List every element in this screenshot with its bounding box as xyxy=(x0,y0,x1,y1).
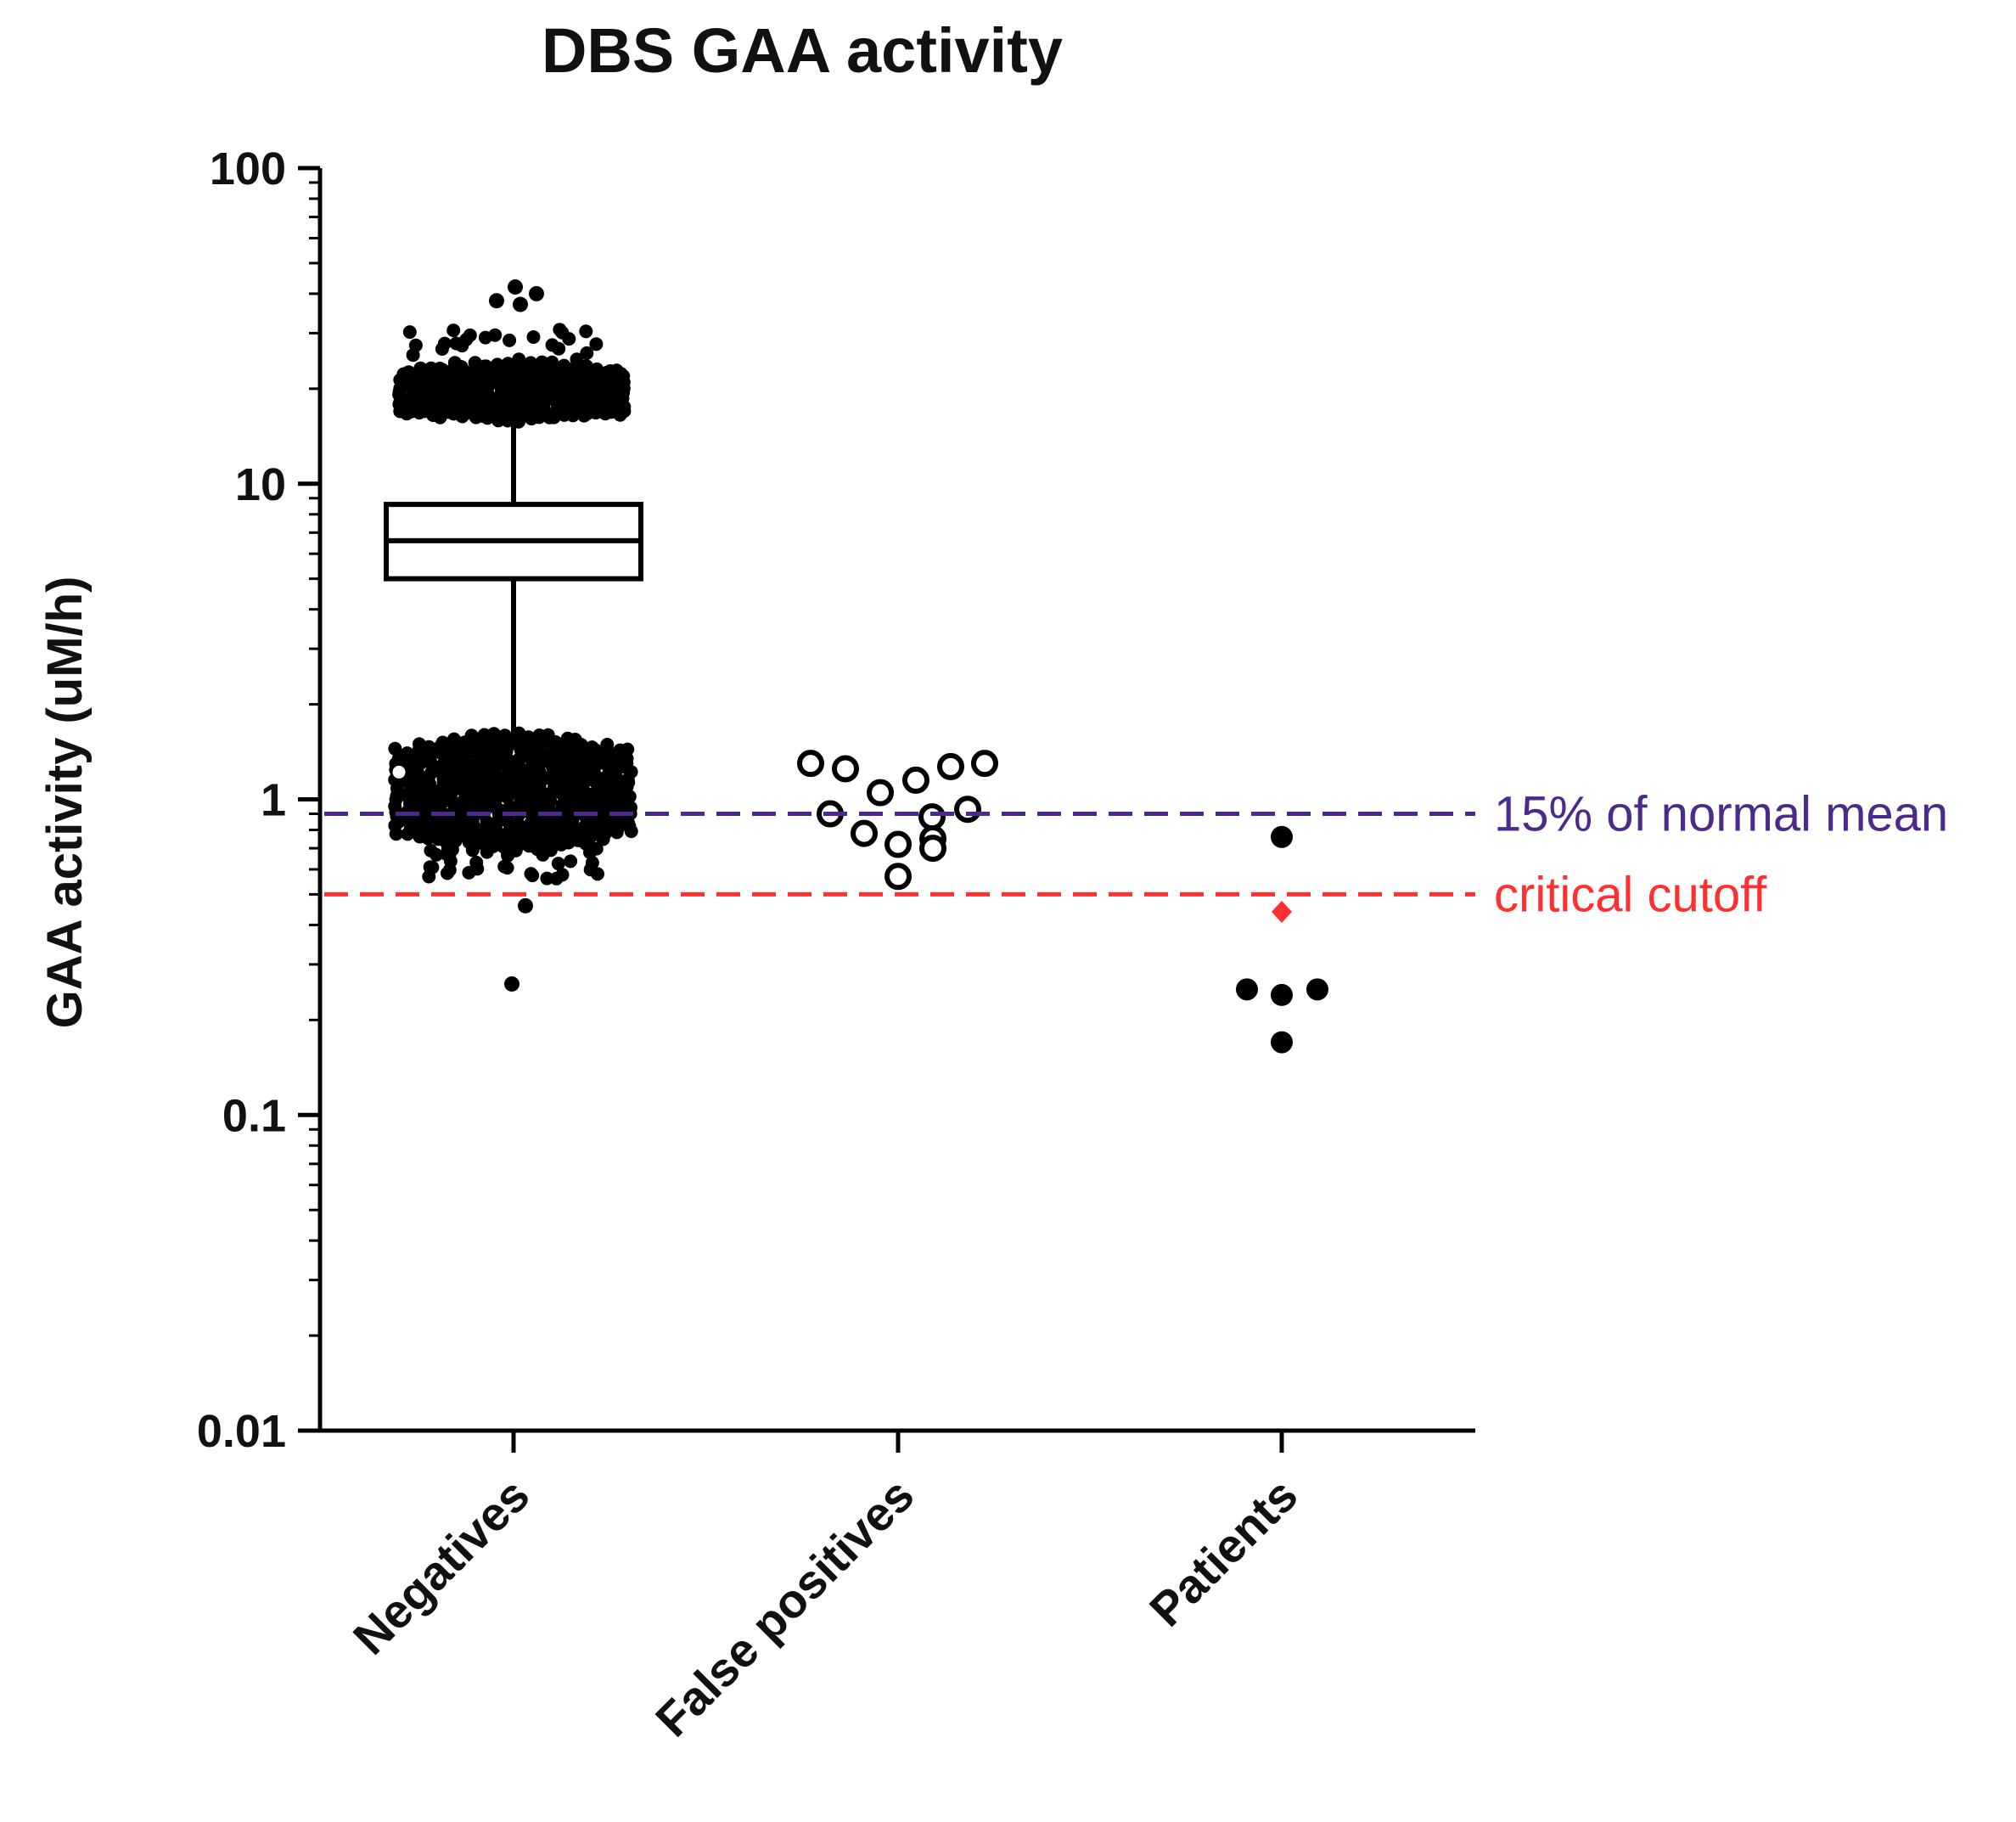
negative-point xyxy=(589,337,604,351)
negative-point xyxy=(421,831,435,846)
false-positive-point xyxy=(867,779,894,807)
negative-point xyxy=(512,352,526,367)
negative-point xyxy=(401,827,415,841)
negative-point xyxy=(465,843,480,858)
negative-point xyxy=(446,323,461,338)
negative-point xyxy=(525,869,540,883)
negative-point xyxy=(433,410,447,425)
false-positive-point xyxy=(971,750,998,778)
negative-point xyxy=(443,854,458,869)
negative-point xyxy=(513,296,528,312)
negative-point xyxy=(598,407,612,421)
negative-point xyxy=(480,845,494,859)
negative-point xyxy=(624,824,638,839)
false-positive-point xyxy=(937,752,964,780)
negative-point xyxy=(579,836,593,851)
negative-point xyxy=(455,409,469,424)
negative-point xyxy=(413,406,426,420)
negative-point xyxy=(536,847,550,862)
y-tick-label: 10 xyxy=(235,459,286,510)
negative-point xyxy=(447,356,462,370)
y-tick-label: 100 xyxy=(210,143,286,194)
false-positive-point xyxy=(884,830,912,858)
negative-point xyxy=(501,357,515,371)
negative-point xyxy=(503,333,517,347)
negative-point xyxy=(570,352,584,367)
y-tick-label: 0.01 xyxy=(197,1406,286,1457)
false-positive-point xyxy=(919,835,946,863)
x-category-label: Negatives xyxy=(343,1468,540,1665)
negative-point xyxy=(526,330,541,344)
reference-line-label: 15% of normal mean xyxy=(1494,787,1948,842)
negative-point xyxy=(504,976,519,992)
negative-point xyxy=(480,411,495,425)
negative-point xyxy=(488,328,503,342)
negative-point xyxy=(545,338,559,352)
y-axis-title: GAA activity (uM/h) xyxy=(37,576,93,1029)
negative-point xyxy=(554,837,569,852)
false-positive-point xyxy=(797,750,824,778)
false-positive-point xyxy=(884,863,912,891)
negative-point xyxy=(551,857,565,871)
negative-point xyxy=(455,339,469,353)
negative-point xyxy=(500,845,514,859)
negative-point xyxy=(402,325,417,340)
patient-point xyxy=(1271,983,1293,1006)
false-positive-point xyxy=(851,819,878,847)
negative-point xyxy=(508,279,523,295)
false-positive-point xyxy=(918,803,946,831)
negative-point xyxy=(613,408,627,422)
negative-point xyxy=(577,408,592,423)
negative-point xyxy=(408,338,423,352)
negative-point xyxy=(540,871,554,886)
reference-line-label: critical cutoff xyxy=(1494,867,1767,922)
negative-point xyxy=(580,346,594,360)
negative-point xyxy=(583,863,598,877)
negative-point xyxy=(489,293,504,309)
false-positive-point xyxy=(832,755,859,783)
negative-point xyxy=(462,865,476,880)
x-category-label: False positives xyxy=(645,1468,924,1746)
y-tick-label: 0.1 xyxy=(222,1090,286,1141)
y-tick-label: 1 xyxy=(261,775,286,826)
patient-highlight-marker xyxy=(1272,901,1292,924)
negative-point xyxy=(579,324,593,339)
negative-point xyxy=(437,336,452,351)
negative-point xyxy=(564,854,578,869)
patient-point xyxy=(1271,1031,1293,1054)
negative-point xyxy=(422,869,436,884)
negative-point xyxy=(555,868,570,882)
negative-point xyxy=(529,285,544,301)
negative-point xyxy=(400,407,414,421)
patient-point xyxy=(1236,978,1258,1001)
negative-point xyxy=(441,866,454,880)
false-positive-point xyxy=(902,766,929,794)
false-positive-point xyxy=(954,796,981,824)
negative-point xyxy=(389,827,403,841)
negative-point xyxy=(609,825,624,840)
negative-point xyxy=(562,332,576,346)
patient-point xyxy=(1306,978,1328,1001)
negative-point xyxy=(542,410,557,425)
negative-point xyxy=(388,741,402,756)
negative-point xyxy=(445,842,459,857)
negative-point xyxy=(497,859,512,874)
x-category-label: Patients xyxy=(1139,1468,1308,1637)
negative-point xyxy=(518,897,533,914)
negative-point xyxy=(469,855,484,869)
negative-point xyxy=(390,762,408,781)
negative-point xyxy=(566,408,580,423)
negative-point xyxy=(469,410,483,425)
patient-point xyxy=(1271,825,1293,848)
negative-point xyxy=(596,832,610,846)
chart-title: DBS GAA activity xyxy=(542,15,1063,86)
negative-point xyxy=(430,847,443,862)
negative-point xyxy=(532,410,547,425)
